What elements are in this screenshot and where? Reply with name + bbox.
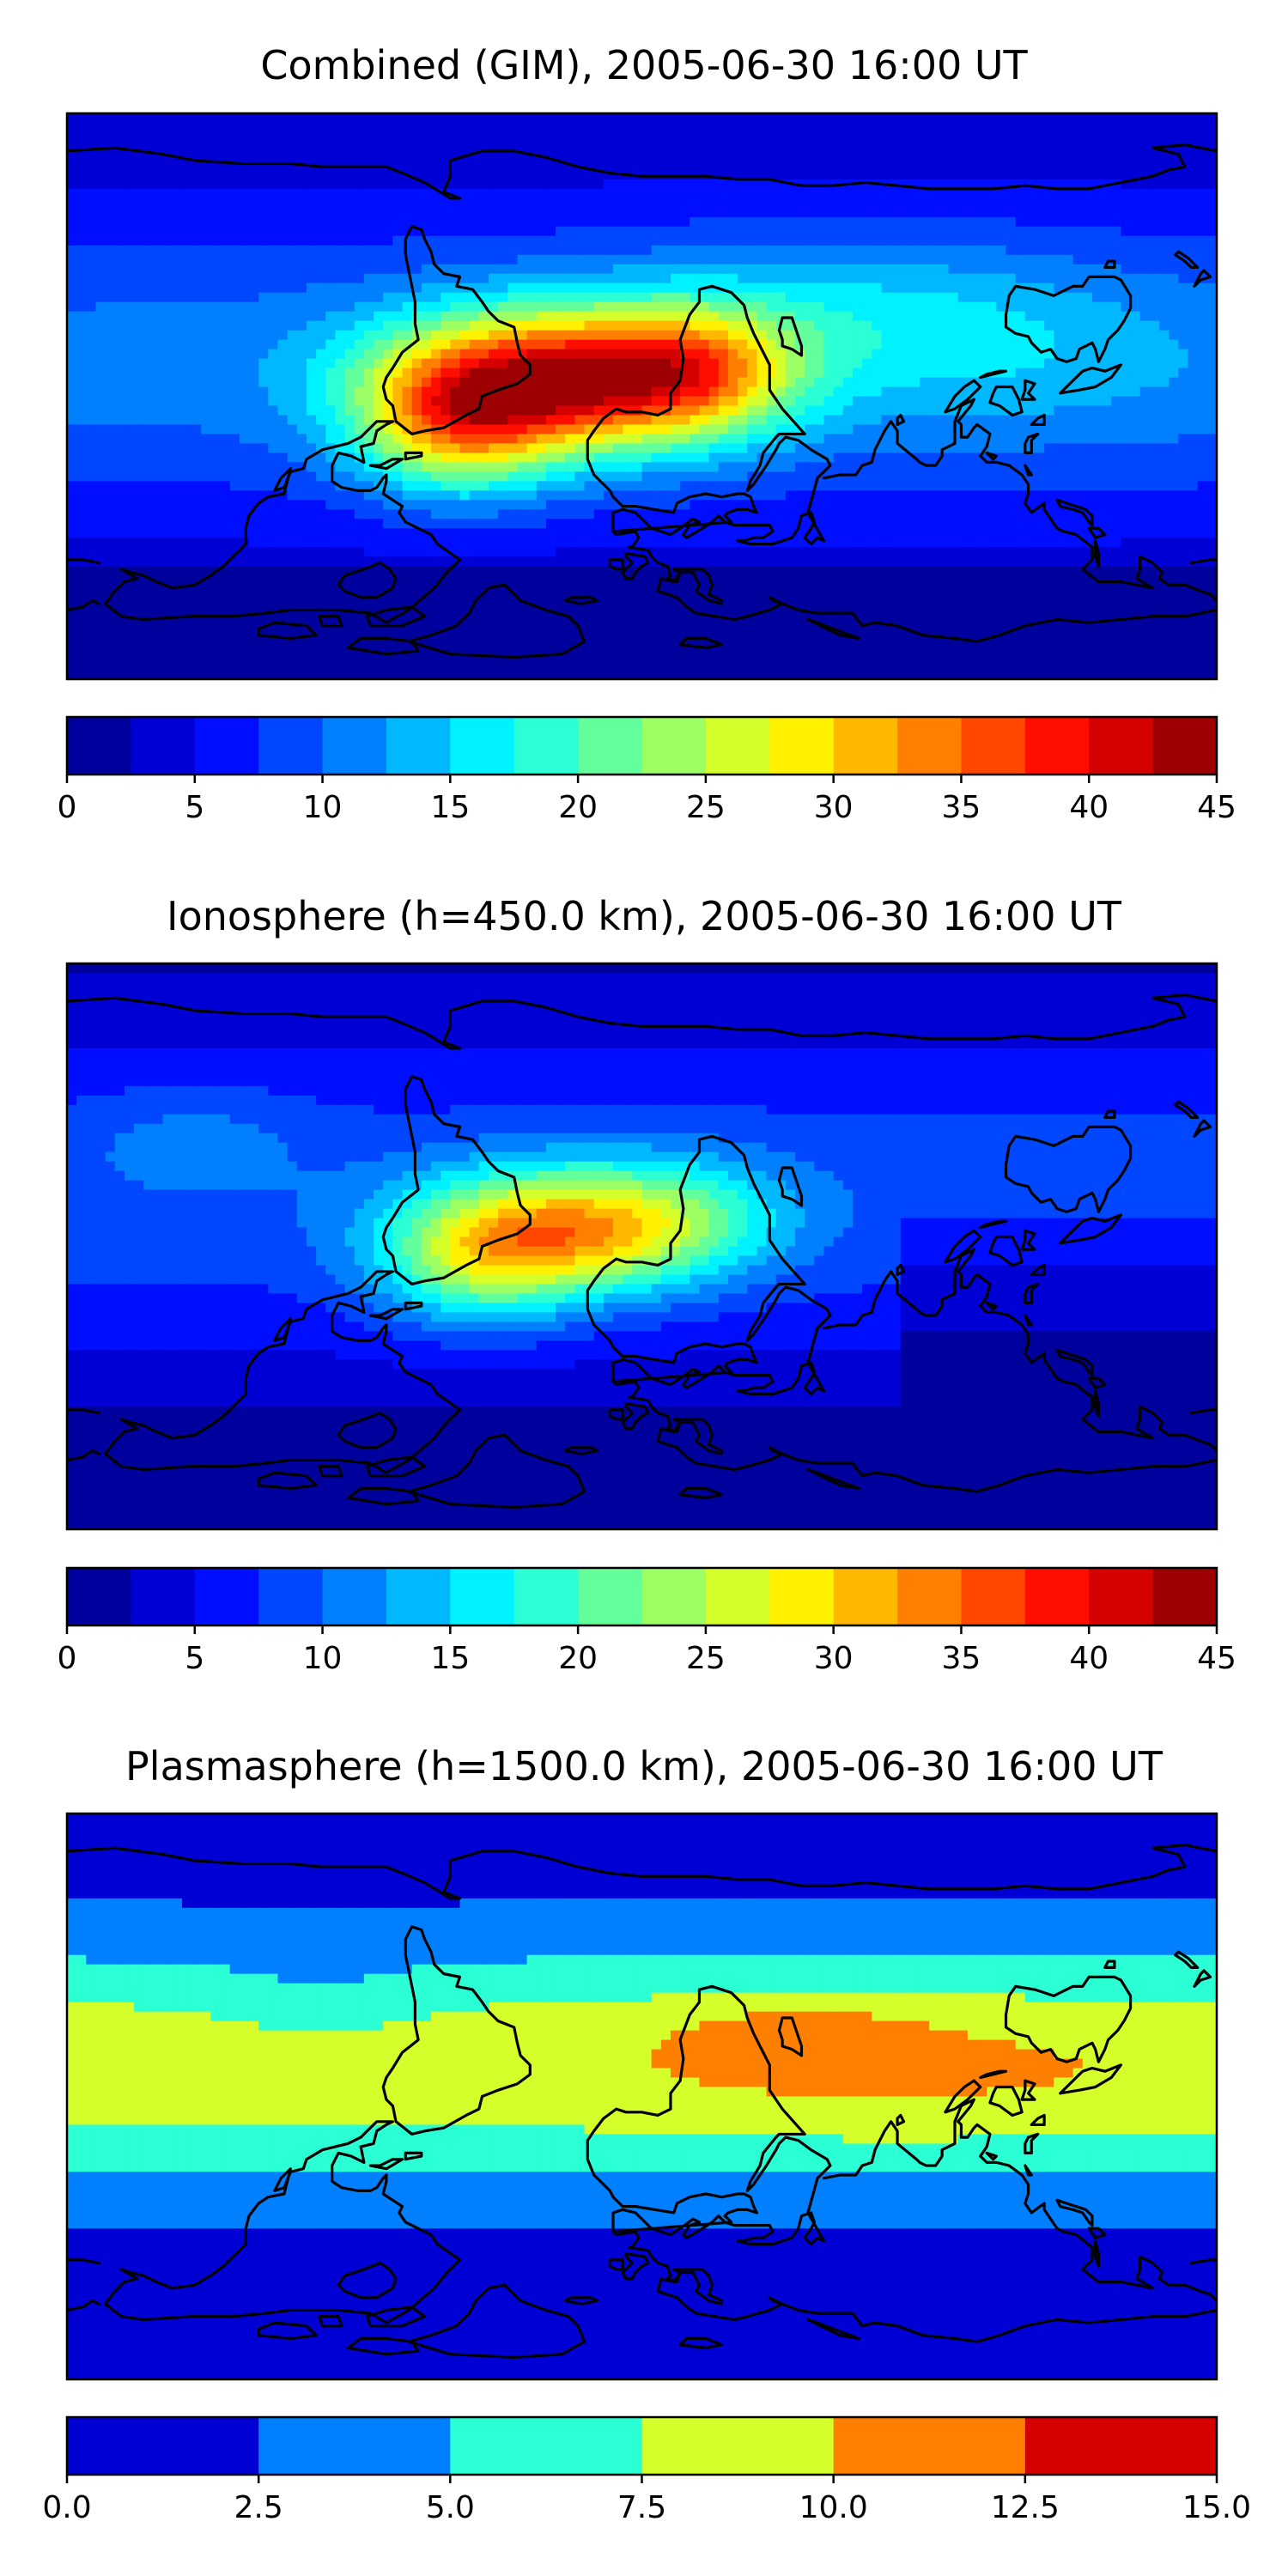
colorbar-swatch: [513, 1568, 579, 1625]
plasmasphere-panel-title: Plasmasphere (h=1500.0 km), 2005-06-30 1…: [125, 1743, 1163, 1789]
plasmasphere-tec-map: [65, 1812, 1218, 2381]
colorbar-swatch: [194, 717, 259, 775]
plasmasphere-panel: Plasmasphere (h=1500.0 km), 2005-06-30 1…: [42, 1743, 1251, 2525]
colorbar-tick-label: 10.0: [799, 2490, 868, 2525]
colorbar-tick-label: 0.0: [42, 2490, 91, 2525]
colorbar-swatch: [258, 1568, 324, 1625]
colorbar-swatch: [641, 1568, 707, 1625]
plasmasphere-colorbar: 0.0 2.5 5.0 7.5 10.0 12.5 15.0: [42, 2415, 1251, 2525]
ionosphere-panel-title: Ionosphere (h=450.0 km), 2005-06-30 16:0…: [167, 893, 1122, 939]
colorbar-tick-label: 20: [558, 790, 598, 825]
combined-colorbar: 0 5 10 15 20 25 30 35 40 45: [58, 715, 1236, 825]
colorbar-swatch: [1152, 1568, 1218, 1625]
colorbar-tick-label: 5.0: [426, 2490, 475, 2525]
colorbar-tick-label: 25: [686, 790, 726, 825]
colorbar-tick-label: 45: [1197, 1641, 1236, 1676]
colorbar-swatch: [769, 717, 835, 775]
colorbar-frame: [65, 1566, 1218, 1627]
colorbar-swatch: [322, 1568, 387, 1625]
colorbar-swatch: [67, 1568, 131, 1625]
colorbar-swatch: [1089, 1568, 1154, 1625]
colorbar-tick-label: 35: [942, 790, 981, 825]
ionosphere-panel: Ionosphere (h=450.0 km), 2005-06-30 16:0…: [58, 893, 1236, 1676]
colorbar-swatch: [833, 1568, 898, 1625]
colorbar-swatch: [1089, 717, 1154, 775]
colorbar-tick-label: 5: [185, 790, 204, 825]
colorbar-tick-label: 15.0: [1182, 2490, 1251, 2525]
colorbar-tick-label: 7.5: [617, 2490, 666, 2525]
ionosphere-tec-map: [65, 962, 1218, 1531]
ionosphere-tec-field: [67, 963, 1218, 1530]
colorbar-swatch: [67, 717, 131, 775]
colorbar-swatch: [258, 2417, 451, 2475]
colorbar-tick-label: 0: [58, 790, 77, 825]
colorbar-tick-label: 30: [814, 790, 854, 825]
colorbar-tick-label: 2.5: [234, 2490, 283, 2525]
colorbar-tick-label: 15: [430, 790, 470, 825]
combined-gim-panel: Combined (GIM), 2005-06-30 16:00 UT 0 5 10…: [58, 42, 1236, 825]
colorbar-tick-label: 10: [303, 1641, 343, 1676]
colorbar-swatch: [322, 717, 387, 775]
colorbar-swatch: [386, 717, 451, 775]
colorbar-swatch: [578, 1568, 642, 1625]
colorbar-swatch: [1024, 2417, 1218, 2475]
colorbar-swatch: [450, 1568, 515, 1625]
combined-map-frame: [65, 112, 1218, 681]
colorbar-swatch: [641, 2417, 835, 2475]
colorbar-tick-label: 35: [942, 1641, 981, 1676]
colorbar-swatch: [961, 717, 1026, 775]
colorbar-swatch: [705, 717, 770, 775]
colorbar-tick-label: 15: [430, 1641, 470, 1676]
colorbar-swatch: [1024, 717, 1090, 775]
colorbar-tick-label: 20: [558, 1641, 598, 1676]
colorbar-tick-label: 40: [1069, 790, 1109, 825]
colorbar-swatch: [386, 1568, 451, 1625]
colorbar-swatch: [1024, 1568, 1090, 1625]
plasmasphere-map-frame: [65, 1812, 1218, 2381]
combined-tec-map: [65, 112, 1218, 681]
colorbar-swatch: [769, 1568, 835, 1625]
colorbar-swatch: [578, 717, 642, 775]
colorbar-tick-label: 45: [1197, 790, 1236, 825]
colorbar-swatch: [897, 717, 962, 775]
colorbar-swatch: [258, 717, 324, 775]
ionosphere-map-frame: [65, 962, 1218, 1531]
colorbar-swatch: [513, 717, 579, 775]
colorbar-swatch: [961, 1568, 1026, 1625]
colorbar-tick-label: 12.5: [991, 2490, 1060, 2525]
colorbar-swatch: [450, 717, 515, 775]
colorbar-swatch: [833, 2417, 1026, 2475]
colorbar-swatch: [1152, 717, 1218, 775]
colorbar-tick-label: 30: [814, 1641, 854, 1676]
colorbar-swatch: [641, 717, 707, 775]
colorbar-tick-label: 10: [303, 790, 343, 825]
colorbar-tick-label: 25: [686, 1641, 726, 1676]
colorbar-swatch: [897, 1568, 962, 1625]
colorbar-tick-label: 40: [1069, 1641, 1109, 1676]
colorbar-tick-label: 0: [58, 1641, 77, 1676]
colorbar-swatch: [450, 2417, 642, 2475]
combined-tec-field: [67, 113, 1218, 680]
colorbar-frame: [65, 715, 1218, 776]
ionosphere-colorbar: 0 5 10 15 20 25 30 35 40 45: [58, 1566, 1236, 1676]
combined-panel-title: Combined (GIM), 2005-06-30 16:00 UT: [260, 42, 1028, 88]
plasmasphere-tec-field: [67, 1814, 1218, 2380]
colorbar-swatch: [67, 2417, 259, 2475]
colorbar-swatch: [833, 717, 898, 775]
colorbar-swatch: [131, 717, 196, 775]
colorbar-tick-label: 5: [185, 1641, 204, 1676]
colorbar-swatch: [131, 1568, 196, 1625]
colorbar-swatch: [194, 1568, 259, 1625]
colorbar-swatch: [705, 1568, 770, 1625]
